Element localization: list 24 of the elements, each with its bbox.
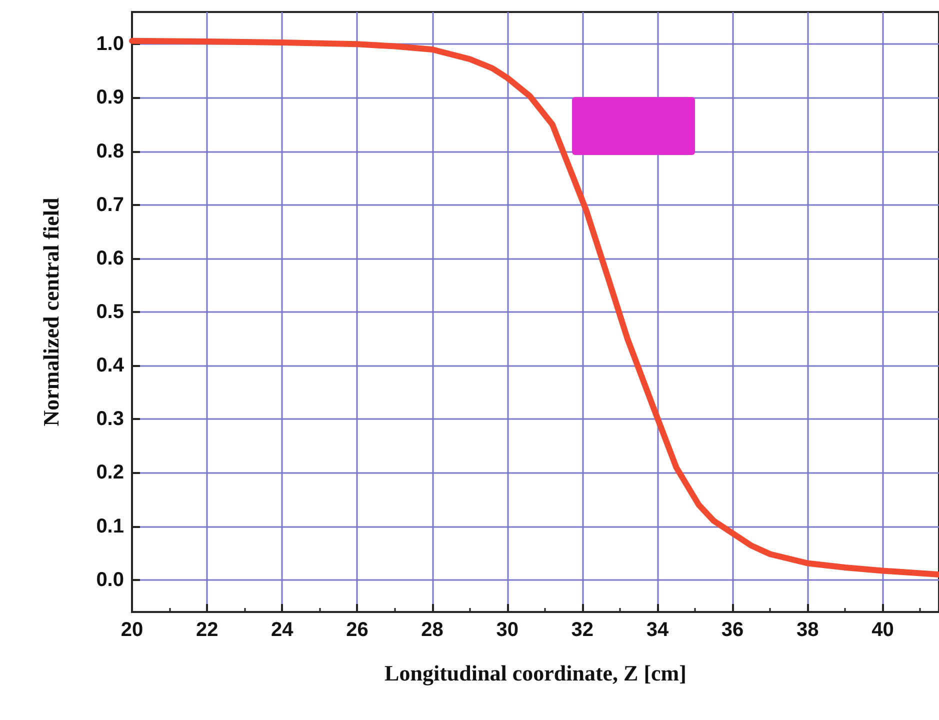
- x-tick-label: 26: [346, 619, 368, 641]
- y-tick-label: 0.0: [96, 568, 124, 591]
- x-tick-label: 30: [496, 619, 518, 641]
- y-tick-label: 0.1: [96, 515, 124, 538]
- y-tick-label: 0.4: [96, 354, 125, 377]
- x-axis-title: Longitudinal coordinate, Z [cm]: [384, 660, 686, 686]
- x-tick-label: 32: [571, 619, 594, 641]
- x-tick-label: 38: [796, 619, 819, 641]
- x-tick-label: 22: [196, 619, 218, 641]
- y-tick-label: 0.2: [96, 462, 124, 484]
- x-tick-label: 24: [271, 619, 294, 641]
- x-tick-label: 34: [646, 619, 670, 641]
- x-tick-label: 40: [872, 619, 894, 641]
- y-tick-label: 0.7: [96, 194, 124, 216]
- x-tick-label: 36: [721, 619, 744, 641]
- x-tick-label: 20: [120, 619, 144, 641]
- y-tick-label: 1.0: [96, 33, 124, 56]
- y-tick-label: 0.9: [96, 86, 124, 109]
- y-tick-label: 0.5: [96, 301, 124, 323]
- y-tick-label: 0.3: [96, 408, 124, 430]
- y-tick-label: 0.8: [96, 140, 124, 162]
- x-tick-label: 28: [421, 619, 444, 641]
- y-axis-title: Normalized central field: [38, 198, 64, 426]
- y-tick-label: 0.6: [96, 247, 124, 270]
